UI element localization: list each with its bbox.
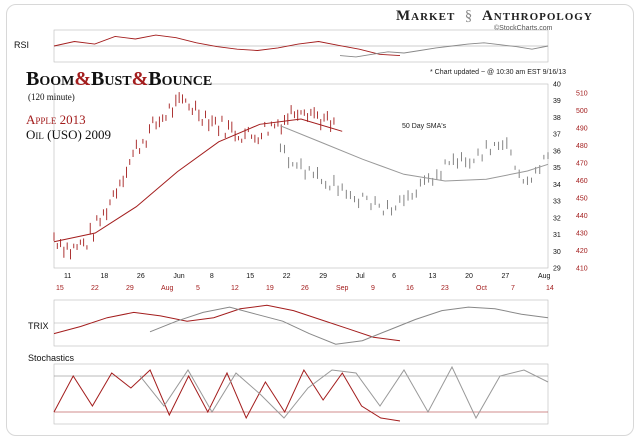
bottom-x-tick-11: 23: [441, 285, 449, 292]
top-x-tick-11: 20: [465, 273, 473, 280]
apple-axis-tick-0: 410: [576, 266, 588, 273]
chart-subtitle: (120 minute): [28, 92, 75, 102]
top-x-tick-3: Jun: [173, 273, 184, 280]
bottom-x-tick-3: Aug: [161, 285, 174, 292]
top-x-tick-10: 13: [429, 273, 437, 280]
legend-oil: Oil (USO) 2009: [26, 127, 112, 142]
oil-axis-tick-9: 38: [553, 115, 561, 122]
sma-annotation: 50 Day SMA's: [402, 123, 447, 130]
apple-axis-tick-3: 440: [576, 213, 588, 220]
oil-axis-tick-1: 30: [553, 249, 561, 256]
bottom-x-tick-2: 29: [126, 285, 134, 292]
apple-axis-tick-5: 460: [576, 178, 588, 185]
brand-left: Market: [396, 8, 456, 24]
trix-apple-line: [53, 304, 401, 342]
oil-axis-tick-8: 37: [553, 132, 561, 139]
bottom-x-tick-7: 26: [301, 285, 309, 292]
oil-axis-tick-5: 34: [553, 182, 561, 189]
title-boom: Boom: [26, 68, 75, 90]
stoch-oil-line: [139, 365, 549, 420]
top-x-tick-6: 22: [283, 273, 291, 280]
stochastics-label: Stochastics: [28, 353, 75, 363]
oil-bars: [279, 137, 549, 216]
bottom-x-tick-8: Sep: [336, 285, 349, 292]
bottom-x-tick-1: 22: [91, 285, 99, 292]
brand-logo: Market § Anthropology: [396, 8, 593, 25]
main-panel-border: [53, 83, 549, 269]
title-amp-2: &: [131, 68, 149, 90]
oil-axis-tick-2: 31: [553, 232, 561, 239]
bottom-x-tick-5: 12: [231, 285, 239, 292]
bottom-x-tick-10: 16: [406, 285, 414, 292]
chart-title: Boom&Bust&Bounce: [26, 68, 212, 91]
oil-axis-tick-11: 40: [553, 82, 561, 89]
rsi-oil-line: [339, 42, 549, 58]
brand-right: Anthropology: [481, 8, 593, 24]
credit-text: ©StockCharts.com: [494, 25, 553, 32]
stoch-panel-border: [53, 363, 549, 425]
top-x-tick-7: 29: [319, 273, 327, 280]
brand-ampersand-glyph: §: [460, 8, 479, 24]
oil-axis-tick-3: 32: [553, 215, 561, 222]
bottom-x-tick-14: 14: [546, 285, 554, 292]
bottom-x-tick-12: Oct: [476, 285, 487, 292]
apple-axis-tick-7: 480: [576, 143, 588, 150]
rsi-label: RSI: [14, 40, 30, 50]
oil-axis-tick-0: 29: [553, 266, 561, 273]
rsi-apple-line: [53, 34, 401, 57]
apple-axis-tick-8: 490: [576, 125, 588, 132]
stoch-apple-line: [53, 368, 401, 422]
title-bust: Bust: [91, 68, 132, 90]
top-x-tick-4: 8: [210, 273, 214, 280]
top-x-tick-2: 26: [137, 273, 145, 280]
bottom-x-tick-4: 5: [196, 285, 200, 292]
oil-axis-tick-10: 39: [553, 98, 561, 105]
top-x-tick-1: 18: [100, 273, 108, 280]
top-x-tick-13: Aug: [538, 273, 551, 280]
bottom-x-tick-9: 9: [371, 285, 375, 292]
apple-axis-tick-4: 450: [576, 195, 588, 202]
oil-sma-line: [280, 125, 549, 182]
apple-axis-tick-10: 510: [576, 90, 588, 97]
legend-apple: Apple 2013: [26, 112, 86, 127]
top-x-tick-0: 11: [64, 273, 71, 280]
bottom-x-tick-6: 19: [266, 285, 274, 292]
trix-oil-line: [149, 306, 549, 345]
top-x-tick-8: Jul: [356, 273, 365, 280]
title-amp-1: &: [74, 68, 92, 90]
oil-axis-tick-6: 35: [553, 165, 561, 172]
top-x-tick-12: 27: [502, 273, 510, 280]
title-bounce: Bounce: [148, 68, 213, 90]
apple-axis-tick-9: 500: [576, 108, 588, 115]
oil-axis-tick-7: 36: [553, 148, 561, 155]
update-note: * Chart updated ~ @ 10:30 am EST 9/16/13: [430, 69, 566, 76]
apple-axis-tick-2: 430: [576, 230, 588, 237]
oil-axis-tick-4: 33: [553, 199, 561, 206]
bottom-x-tick-13: 7: [511, 285, 515, 292]
bottom-x-tick-0: 15: [56, 285, 64, 292]
trix-label: TRIX: [28, 321, 49, 331]
apple-axis-tick-6: 470: [576, 160, 588, 167]
apple-axis-tick-1: 420: [576, 248, 588, 255]
top-x-tick-5: 15: [246, 273, 254, 280]
top-x-tick-9: 6: [392, 273, 396, 280]
apple-bars: [53, 92, 335, 260]
apple-sma-line: [53, 118, 343, 243]
